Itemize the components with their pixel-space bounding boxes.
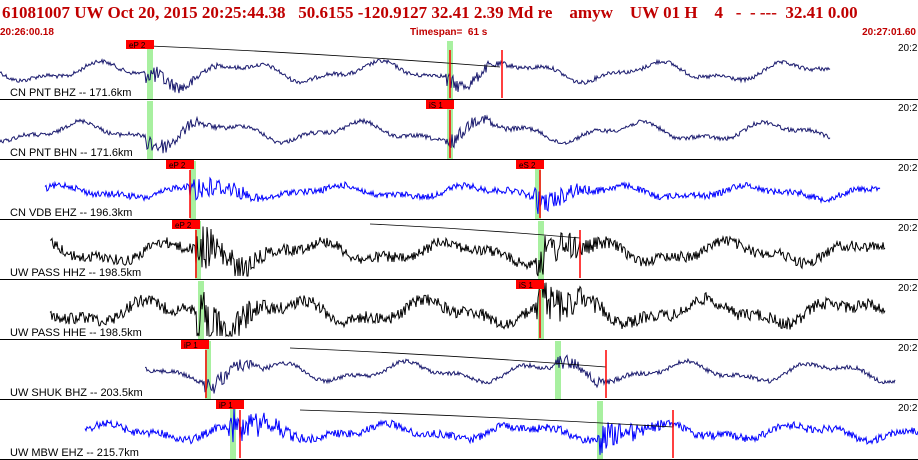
trace-row[interactable]: iS 1 CN PNT BHN -- 171.6km 20:2 [0,100,918,160]
end-time-label: 20:27:01.60 [862,27,916,38]
phase-pick-flag[interactable]: iP 1 [216,400,244,410]
phase-pick-flag[interactable]: iS 1 [426,100,454,110]
trace-row[interactable]: eP 2 eS 2 CN VDB EHZ -- 196.3km 20:2 [0,160,918,220]
trace-row[interactable]: iS 1 UW PASS HHE -- 198.5km 20:2 [0,280,918,340]
waveform-trace [0,114,831,154]
trace-row[interactable]: iP 1 UW MBW EHZ -- 215.7km 20:2 [0,400,918,460]
pick-flag-label: eP 2 [175,221,192,230]
waveform-trace [44,176,881,214]
waveform-trace [49,226,886,277]
pick-flag-box [216,400,244,409]
pick-band [198,281,204,339]
waveform-trace [0,58,831,94]
pick-flag-label: eS 2 [519,161,536,170]
pick-band [538,221,544,279]
trace-row[interactable]: eP 2 UW PASS HHZ -- 198.5km 20:2 [0,220,918,280]
pick-band [190,161,196,219]
pick-flag-label: eP 2 [129,41,146,50]
phase-pick-flag[interactable]: eP 2 [166,160,194,170]
timespan-label: Timespan= 61 s [410,27,488,38]
travel-time-curve [289,347,607,368]
phase-pick-flag[interactable]: iP 1 [181,340,209,350]
pick-band [535,161,541,219]
pick-band [205,341,211,399]
phase-pick-flag[interactable]: iS 1 [516,280,544,290]
waveform-trace [145,354,896,394]
station-label: UW PASS HHE -- 198.5km [10,327,142,339]
pick-band [597,401,603,459]
waveform-trace [49,282,886,338]
station-label: CN PNT BHN -- 171.6km [10,147,133,159]
trace-row[interactable]: eP 2 CN PNT BHZ -- 171.6km 20:2 [0,40,918,100]
start-time-label: 20:26:00.18 [0,27,54,38]
pick-flag-label: iS 1 [429,101,443,110]
pick-flag-box [181,340,209,349]
corner-time-label: 20:2 [898,223,918,234]
pick-band [555,341,561,399]
pick-flag-label: eP 2 [169,161,186,170]
travel-time-curve [369,223,581,239]
corner-time-label: 20:2 [898,103,918,114]
station-label: CN VDB EHZ -- 196.3km [10,207,132,219]
travel-time-curve [299,409,674,428]
waveform-trace [84,407,918,455]
pick-flag-box [516,280,544,289]
event-title: 61081007 UW Oct 20, 2015 20:25:44.38 50.… [2,3,858,22]
station-label: UW MBW EHZ -- 215.7km [10,447,139,459]
corner-time-label: 20:2 [898,343,918,354]
station-label: UW PASS HHZ -- 198.5km [10,267,141,279]
pick-flag-label: iP 1 [184,341,198,350]
pick-band [538,281,544,339]
pick-flag-box [516,160,544,169]
pick-band [147,101,153,159]
station-label: UW SHUK BHZ -- 203.5km [10,387,143,399]
pick-flag-label: iS 1 [519,281,533,290]
pick-flag-box [166,160,194,169]
station-label: CN PNT BHZ -- 171.6km [10,87,131,99]
phase-pick-flag[interactable]: eP 2 [172,220,200,230]
corner-time-label: 20:2 [898,403,918,414]
pick-flag-label: iP 1 [219,401,233,410]
corner-time-label: 20:2 [898,283,918,294]
travel-time-curve [149,45,501,68]
corner-time-label: 20:2 [898,163,918,174]
pick-band [147,41,153,99]
pick-flag-box [426,100,454,109]
pick-flag-box [126,40,154,49]
phase-pick-flag[interactable]: eS 2 [516,160,544,170]
phase-pick-flag[interactable]: eP 2 [126,40,154,50]
seismogram-panel[interactable]: eP 2 CN PNT BHZ -- 171.6km 20:2 iS 1 CN PNT … [0,40,918,460]
trace-row[interactable]: iP 1 UW SHUK BHZ -- 203.5km 20:2 [0,340,918,400]
pick-flag-box [172,220,200,229]
corner-time-label: 20:2 [898,43,918,54]
seismogram-header: 61081007 UW Oct 20, 2015 20:25:44.38 50.… [0,0,918,40]
